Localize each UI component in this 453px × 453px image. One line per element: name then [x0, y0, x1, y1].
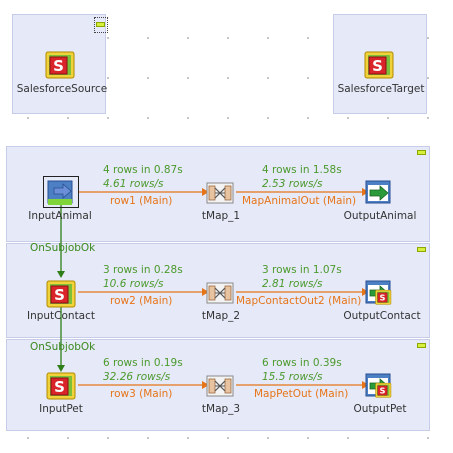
- row3-link-label[interactable]: row3 (Main): [110, 388, 173, 400]
- output-rows-stat: 6 rows in 0.39s: [262, 357, 342, 369]
- input-animal-icon[interactable]: [46, 177, 76, 207]
- output-animal-label: OutputAnimal: [343, 210, 417, 222]
- tmap-1-icon[interactable]: [205, 177, 235, 207]
- salesforce-target-label: SalesforceTarget: [337, 83, 425, 95]
- tmap-2-icon[interactable]: [205, 277, 235, 307]
- map-contact-out2-link-label[interactable]: MapContactOut2 (Main): [236, 295, 362, 307]
- salesforce-target-box: [333, 14, 427, 114]
- input-rows-stat: 4 rows in 0.87s: [103, 164, 183, 176]
- input-rate-stat: 32.26 rows/s: [103, 371, 171, 383]
- salesforce-source-label: SalesforceSource: [16, 83, 108, 95]
- output-rate-stat: 2.81 rows/s: [262, 278, 323, 290]
- map-animal-out-link-label[interactable]: MapAnimalOut (Main): [242, 195, 357, 207]
- input-rows-stat: 3 rows in 0.28s: [103, 264, 183, 276]
- input-contact-icon[interactable]: [46, 279, 76, 309]
- tmap-2-label: tMap_2: [201, 310, 241, 322]
- collapse-icon[interactable]: [417, 150, 426, 155]
- tmap-3-icon[interactable]: [205, 370, 235, 400]
- tmap-1-label: tMap_1: [201, 210, 241, 222]
- collapse-handle[interactable]: [94, 17, 108, 33]
- output-animal-icon[interactable]: [364, 177, 394, 207]
- selection-box: [43, 176, 79, 208]
- input-pet-label: InputPet: [39, 403, 83, 415]
- output-rate-stat: 2.53 rows/s: [262, 178, 323, 190]
- input-pet-icon[interactable]: [46, 371, 76, 401]
- input-rate-stat: 10.6 rows/s: [103, 278, 164, 290]
- on-subjob-ok-trigger-2[interactable]: OnSubjobOk: [30, 341, 96, 353]
- row2-link-label[interactable]: row2 (Main): [110, 295, 173, 307]
- output-contact-icon[interactable]: [364, 277, 394, 307]
- output-rows-stat: 3 rows in 1.07s: [262, 264, 342, 276]
- input-rows-stat: 6 rows in 0.19s: [103, 357, 183, 369]
- collapse-icon[interactable]: [417, 343, 426, 348]
- input-rate-stat: 4.61 rows/s: [103, 178, 164, 190]
- input-contact-label: InputContact: [26, 310, 96, 322]
- output-contact-label: OutputContact: [343, 310, 421, 322]
- tmap-3-label: tMap_3: [201, 403, 241, 415]
- row1-link-label[interactable]: row1 (Main): [110, 195, 173, 207]
- collapse-icon[interactable]: [417, 247, 426, 252]
- subjob-2: [6, 243, 430, 338]
- output-rate-stat: 15.5 rows/s: [262, 371, 323, 383]
- output-pet-icon[interactable]: [364, 370, 394, 400]
- input-animal-label: InputAnimal: [28, 210, 92, 222]
- output-pet-label: OutputPet: [353, 403, 407, 415]
- collapse-icon[interactable]: [96, 22, 105, 27]
- output-rows-stat: 4 rows in 1.58s: [262, 164, 342, 176]
- on-subjob-ok-trigger-1[interactable]: OnSubjobOk: [30, 242, 96, 254]
- map-pet-out-link-label[interactable]: MapPetOut (Main): [254, 388, 349, 400]
